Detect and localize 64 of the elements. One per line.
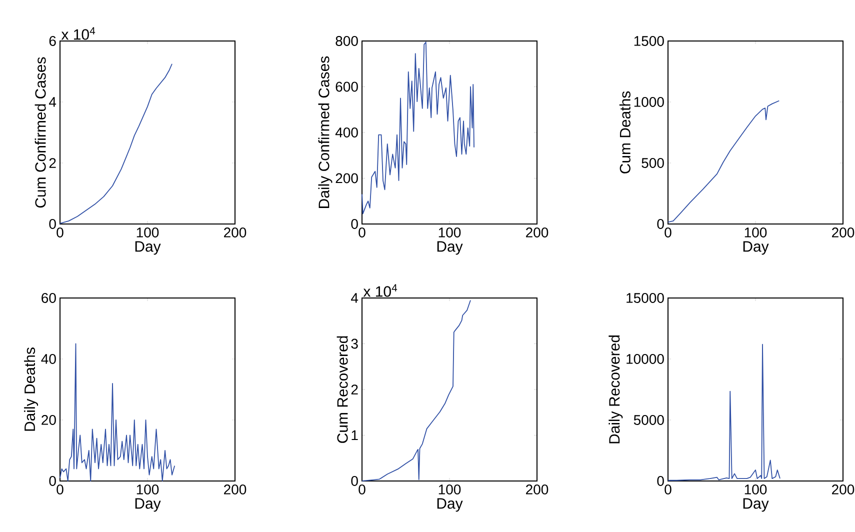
line-series bbox=[668, 344, 780, 481]
x-tick-label: 0 bbox=[358, 228, 366, 238]
x-tick-label: 100 bbox=[438, 228, 461, 238]
y-tick-label: 0 bbox=[49, 476, 56, 486]
y-tick-label: 0 bbox=[657, 219, 664, 229]
y-tick-label: 4 bbox=[49, 97, 56, 107]
y-tick-label: 200 bbox=[336, 173, 358, 184]
x-axis-title: Day bbox=[135, 241, 161, 255]
y-tick-label: 0 bbox=[657, 476, 664, 486]
y-axis-title: Cum Recovered bbox=[336, 336, 348, 443]
y-tick-label: 15000 bbox=[626, 293, 664, 303]
line-series bbox=[362, 42, 474, 214]
y-tick-label: 1 bbox=[352, 430, 358, 440]
x-axis-title: Day bbox=[743, 498, 769, 512]
y-tick-label: 0 bbox=[49, 219, 56, 229]
x-tick-label: 0 bbox=[664, 484, 672, 494]
x-tick-label: 200 bbox=[526, 228, 548, 238]
x-axis-title: Day bbox=[135, 498, 161, 512]
y-tick-label: 2 bbox=[351, 384, 358, 394]
y-tick-label: 0 bbox=[351, 476, 358, 486]
x-tick-label: 0 bbox=[56, 228, 64, 238]
y-tick-label: 600 bbox=[336, 82, 358, 92]
y-tick-label: 5000 bbox=[634, 415, 664, 425]
y-axis-title: Daily Confirmed Cases bbox=[318, 56, 332, 208]
y-tick-label: 4 bbox=[351, 293, 358, 303]
x-tick-label: 0 bbox=[664, 228, 672, 238]
line-series bbox=[362, 300, 471, 482]
x-tick-label: 200 bbox=[832, 484, 854, 494]
y-tick-label: 2 bbox=[49, 158, 56, 168]
x-tick-label: 100 bbox=[438, 484, 461, 494]
x-tick-label: 100 bbox=[744, 484, 767, 494]
line-series bbox=[60, 63, 172, 224]
y-axis-title: Cum Confirmed Cases bbox=[34, 57, 46, 208]
x-tick-label: 100 bbox=[744, 228, 767, 238]
y-axis-title: Daily Deaths bbox=[24, 348, 38, 431]
y-tick-label: 1500 bbox=[634, 36, 664, 46]
text: x 10$^{4}$ bbox=[363, 284, 398, 297]
line-series bbox=[60, 343, 176, 482]
y-tick-label: 20 bbox=[42, 415, 56, 425]
x-tick-label: 100 bbox=[136, 228, 159, 238]
x-tick-label: 200 bbox=[224, 484, 246, 494]
x-tick-label: 0 bbox=[56, 484, 64, 494]
x-tick-label: 0 bbox=[358, 484, 366, 494]
y-tick-label: 1000 bbox=[634, 97, 664, 107]
text: x 10$^{4}$ bbox=[61, 27, 96, 40]
x-axis-title: Day bbox=[437, 498, 463, 512]
y-tick-label: 6 bbox=[49, 36, 56, 46]
y-tick-label: 3 bbox=[351, 338, 358, 349]
x-tick-label: 200 bbox=[526, 484, 548, 494]
x-tick-label: 200 bbox=[224, 228, 246, 238]
x-axis-title: Day bbox=[743, 241, 769, 255]
line-series bbox=[668, 100, 780, 223]
y-tick-label: 10000 bbox=[626, 354, 664, 364]
y-tick-label: 40 bbox=[41, 354, 56, 364]
y-axis-title: Daily Recovered bbox=[608, 335, 623, 444]
x-axis-title: Day bbox=[437, 241, 463, 255]
y-tick-label: 0 bbox=[351, 219, 358, 229]
y-axis-title: Cum Deaths bbox=[619, 91, 630, 174]
x-tick-label: 200 bbox=[832, 228, 854, 238]
y-tick-label: 400 bbox=[335, 128, 358, 138]
y-tick-label: 800 bbox=[336, 36, 358, 46]
x-tick-label: 100 bbox=[136, 484, 159, 494]
y-tick-label: 60 bbox=[42, 293, 56, 303]
y-tick-label: 500 bbox=[642, 158, 664, 168]
